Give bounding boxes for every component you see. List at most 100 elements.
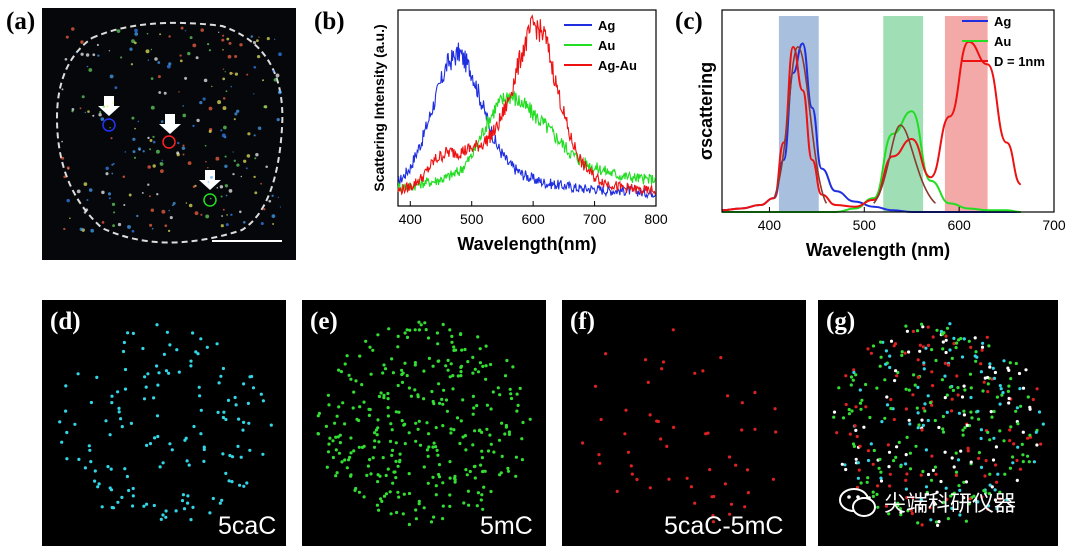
dot-svg-e [440,397,444,401]
dot-svg-d [168,343,172,347]
speckle [129,47,133,51]
dot-svg-e [434,445,438,449]
dot-svg-d [131,494,135,498]
dot-svg-e [448,375,452,379]
speckle [277,90,282,95]
dot-svg-e [381,371,385,375]
speckle [222,34,225,37]
dot-svg-g [866,449,871,453]
dot-svg-e [429,520,434,524]
dot-svg-d [117,406,121,410]
speckle [253,93,255,95]
dot-svg-e [462,501,466,505]
speckle [98,113,102,117]
dot-svg-d [218,501,222,505]
dot-svg-e [498,393,502,397]
dot-svg-g [937,520,941,524]
dot-svg-g [985,335,989,339]
dot-svg-g [939,329,943,334]
dot-svg-g [974,350,978,354]
dot-svg-g [852,368,856,372]
speckle [225,194,228,197]
x-tick-label-c: 600 [947,217,971,233]
dot-svg-e [476,335,480,339]
dot-svg-g [950,397,954,401]
dot-svg-e [500,421,504,425]
dot-svg-g [879,476,883,480]
series-line-b-1 [397,90,656,193]
dot-svg-e [459,370,463,374]
dot-svg-d [198,394,202,398]
dot-svg-e [436,342,440,346]
dot-svg-f [660,367,664,371]
dot-svg-g [948,385,952,389]
dot-svg-d [125,474,129,479]
dot-svg-g [1001,391,1005,395]
dot-svg-e [480,430,484,434]
dot-svg-g [1000,393,1004,397]
dot-svg-e [348,455,352,459]
dot-svg-e [431,364,435,368]
dot-svg-e [407,522,411,527]
dot-svg-g [879,355,883,359]
dot-svg-e [414,439,418,443]
dot-svg-f [598,461,602,465]
dot-svg-g [871,494,875,498]
dot-svg-d [197,385,201,389]
label-g: (g) [826,308,856,335]
dot-svg-e [381,456,385,460]
dot-svg-e [466,360,470,364]
dot-svg-g [952,336,956,340]
dot-svg-d [230,455,235,459]
speckle [132,137,136,141]
dot-svg-e [459,374,463,378]
dot-svg-f [746,491,750,495]
dot-svg-g [855,434,859,439]
speckle [187,161,192,166]
dot-svg-e [480,449,484,453]
dot-svg-g [864,405,868,409]
speckle [225,90,228,93]
dot-svg-e [497,438,502,442]
speckle [177,141,180,145]
speckle [189,36,193,40]
dot-svg-g [904,324,908,328]
dot-svg-g [899,510,903,514]
plot-frame-b [397,9,657,207]
speckle [150,208,155,212]
dot-svg-e [446,368,450,372]
dot-svg-g [849,383,853,387]
speckle [137,120,140,123]
dot-svg-d [164,509,168,513]
dot-svg-e [373,431,377,435]
dot-svg-e [386,406,390,410]
dot-svg-e [471,443,475,447]
dot-svg-g [999,387,1003,391]
x-tick-label-b: 600 [521,211,545,227]
dot-svg-d [152,396,156,400]
dot-svg-d [116,500,120,504]
dot-svg-d [233,395,237,400]
dot-svg-g [1032,460,1036,464]
dot-svg-e [437,463,442,467]
dot-svg-e [326,393,330,397]
speckle [263,105,266,109]
dot-svg-e [511,365,515,369]
dot-svg-d [111,506,116,510]
speckle [154,57,158,61]
dot-svg-d [227,479,231,483]
speckle [207,167,209,169]
dot-svg-e [393,470,397,474]
dot-svg-g [1037,410,1042,414]
dot-svg-g [1026,436,1030,440]
dot-svg-e [424,328,428,332]
dot-svg-g [903,351,907,355]
dot-svg-e [491,390,495,394]
dot-svg-d [109,488,114,492]
dot-svg-e [484,344,488,348]
dot-svg-g [969,386,973,390]
dot-svg-g [1002,439,1006,443]
dot-svg-d [224,417,228,422]
x-tick-label-b: 700 [583,211,607,227]
dot-svg-d [88,448,92,452]
